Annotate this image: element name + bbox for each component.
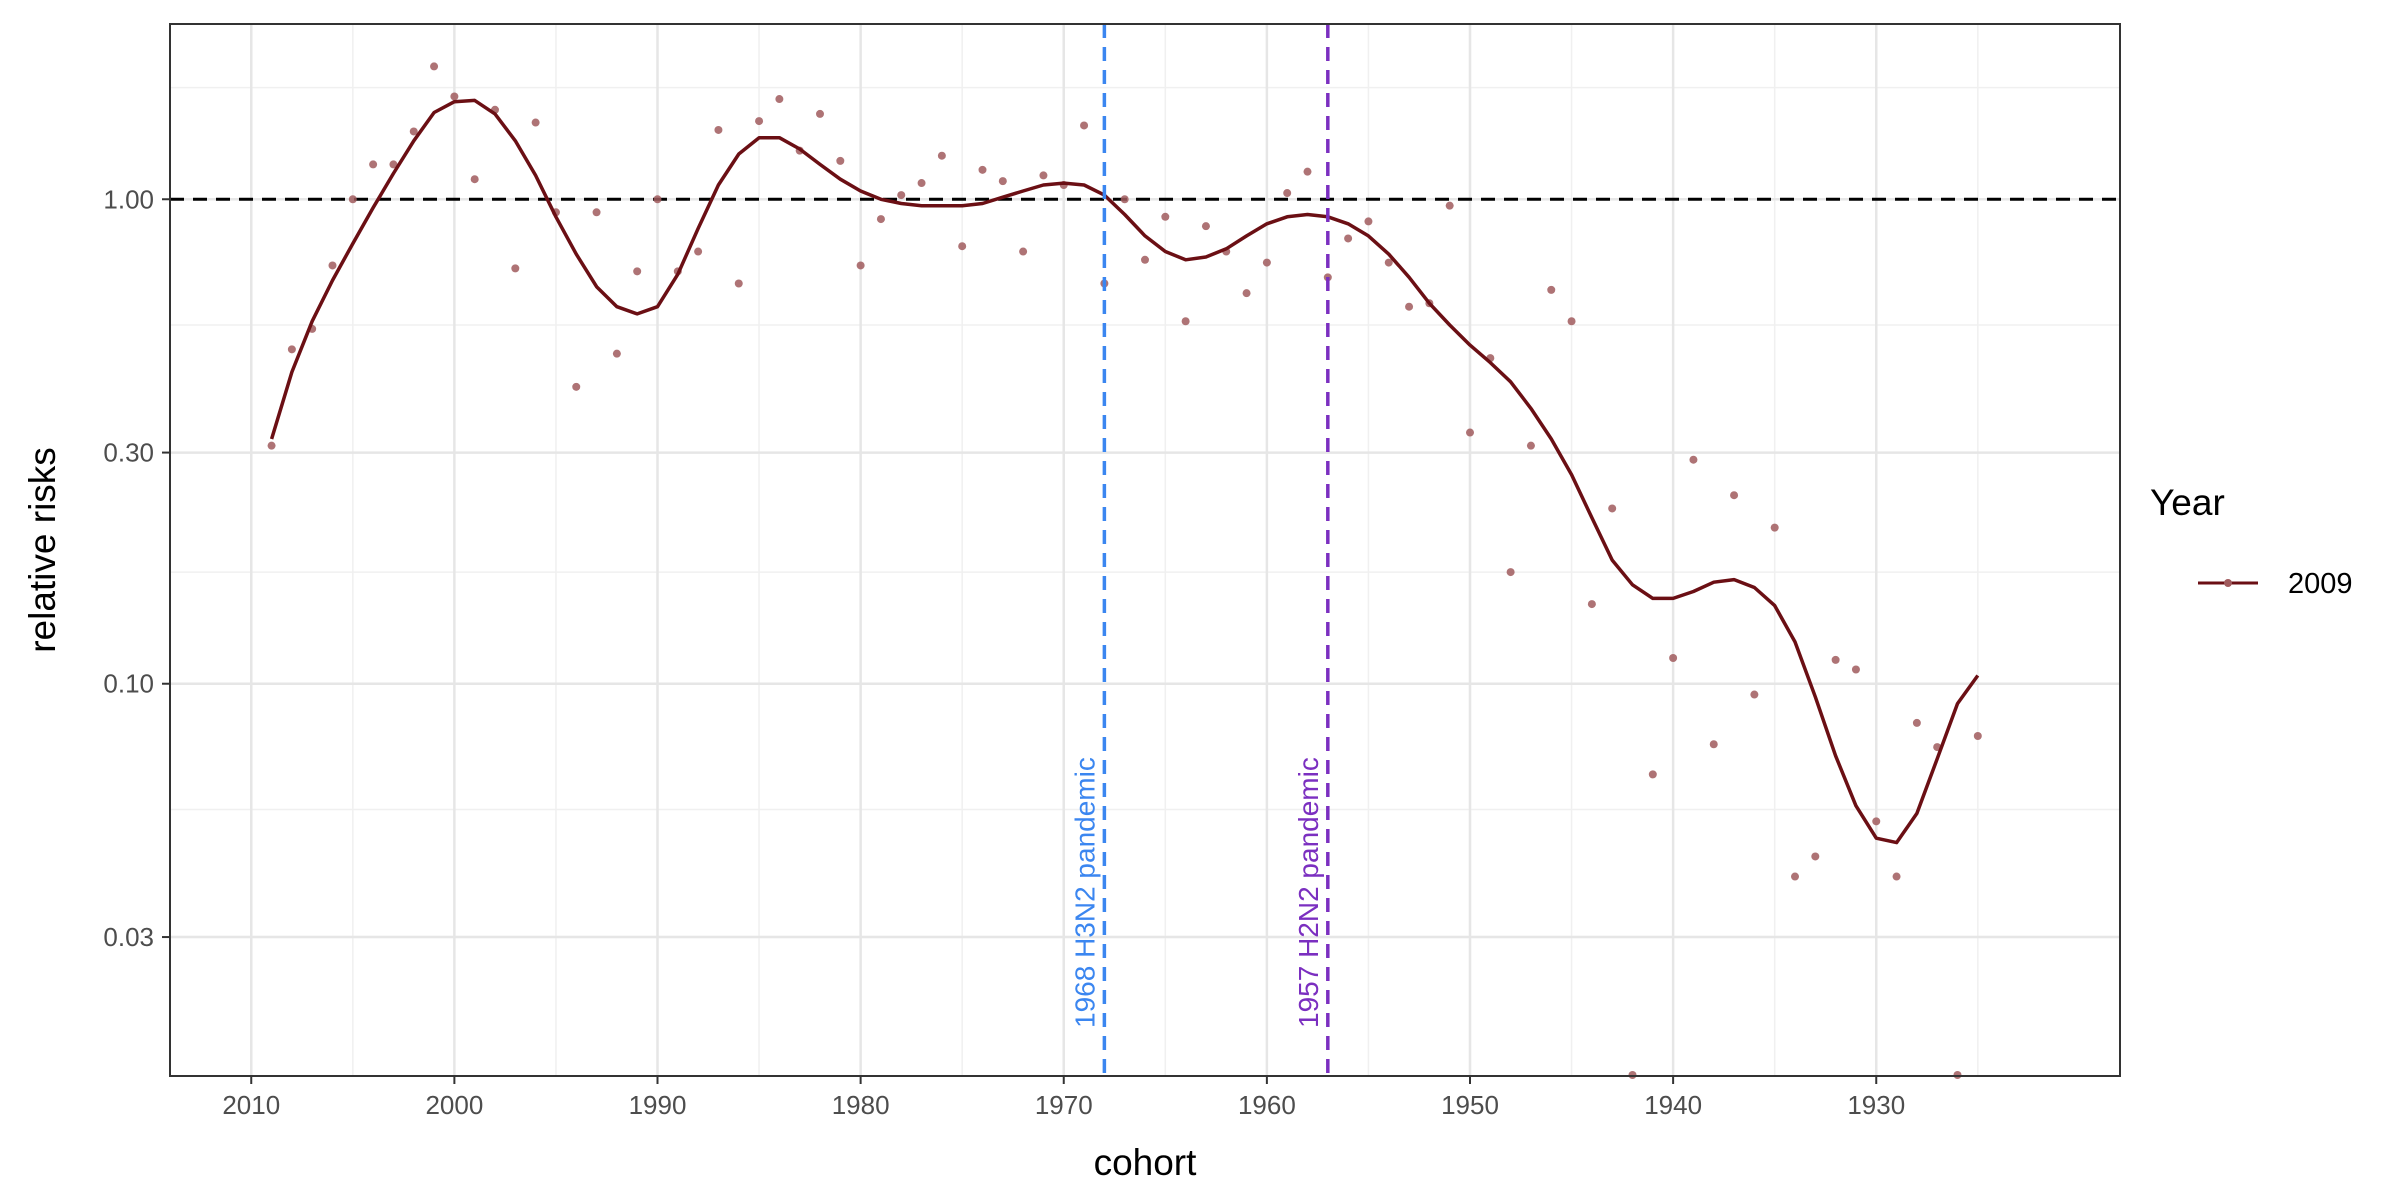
fitted-line-layer [269, 98, 1980, 845]
data-point [917, 179, 926, 188]
data-point [1547, 285, 1556, 294]
y-tick-label: 0.03 [103, 922, 154, 952]
data-point [1892, 872, 1901, 881]
fitted-line [269, 98, 1980, 845]
legend: Year 2009 [2150, 482, 2353, 600]
data-point [450, 92, 459, 101]
data-point [734, 279, 743, 288]
data-point [1770, 523, 1779, 532]
data-point [612, 349, 621, 358]
data-point [958, 242, 967, 251]
data-point [1262, 258, 1271, 267]
y-axis-title: relative risks [22, 447, 63, 653]
data-point [998, 177, 1007, 186]
data-point [430, 62, 439, 71]
data-point [897, 191, 906, 200]
data-point [389, 160, 398, 169]
legend-label: 2009 [2288, 568, 2353, 600]
data-point [937, 151, 946, 160]
legend-key-point [2224, 579, 2232, 587]
data-point [1750, 690, 1759, 699]
data-point [1242, 289, 1251, 298]
data-point [876, 215, 885, 224]
data-point [1912, 718, 1921, 727]
data-point [1709, 740, 1718, 749]
pandemic-label: 1968 H3N2 pandemic [1069, 757, 1100, 1028]
data-point [1791, 872, 1799, 881]
data-point [1466, 428, 1474, 437]
data-point [1567, 317, 1576, 326]
data-point [1445, 201, 1454, 210]
data-point [978, 165, 987, 174]
data-point [1973, 732, 1982, 741]
data-point [1039, 171, 1048, 180]
data-point [409, 127, 418, 136]
data-point [531, 118, 540, 127]
data-point [1669, 654, 1678, 663]
x-tick-label: 1980 [832, 1090, 890, 1120]
x-tick-label: 1950 [1441, 1090, 1499, 1120]
data-point [1019, 247, 1028, 256]
data-point [369, 160, 378, 169]
data-point [1283, 189, 1292, 198]
y-tick-label: 0.10 [103, 669, 154, 699]
x-tick-label: 1970 [1035, 1090, 1093, 1120]
y-tick-label: 1.00 [103, 184, 154, 214]
data-point [1506, 568, 1515, 577]
data-point [1608, 504, 1617, 513]
x-tick-label: 2000 [425, 1090, 483, 1120]
pandemic-annotations: 1968 H3N2 pandemic 1957 H2N2 pandemic [1069, 24, 1330, 1076]
data-point [592, 208, 601, 217]
data-point [287, 345, 296, 354]
y-tick-label: 0.30 [103, 438, 154, 468]
data-point [1648, 770, 1657, 779]
data-point [836, 156, 845, 165]
x-axis-title: cohort [1094, 1142, 1198, 1183]
x-tick-label: 1990 [629, 1090, 687, 1120]
data-point [653, 195, 662, 204]
data-point [1120, 195, 1129, 204]
x-tick-label: 1940 [1644, 1090, 1702, 1120]
data-point [1730, 491, 1739, 500]
data-point [348, 195, 357, 204]
data-point [1384, 258, 1393, 267]
data-point [1141, 255, 1149, 264]
data-point [1344, 234, 1353, 243]
axes: 2010 2000 1990 1980 1970 1960 1950 1940 1930 0.03… [103, 184, 1905, 1120]
legend-title: Year [2150, 482, 2225, 523]
data-point [1201, 222, 1210, 231]
x-tick-label: 2010 [222, 1090, 280, 1120]
data-point [816, 109, 824, 118]
data-point [1405, 302, 1414, 311]
data-point [1587, 600, 1596, 609]
plot-panel-border [169, 23, 2121, 1077]
data-point [633, 267, 642, 276]
data-point [1161, 212, 1170, 221]
data-point [511, 264, 520, 273]
data-point [755, 117, 764, 126]
data-point [1303, 167, 1312, 176]
data-point [1872, 817, 1881, 826]
pandemic-label: 1957 H2N2 pandemic [1293, 757, 1324, 1028]
data-point [1181, 317, 1190, 326]
data-point [1811, 852, 1820, 861]
data-point [470, 175, 479, 184]
data-point [1364, 217, 1373, 226]
data-point [1689, 455, 1698, 464]
data-point [1080, 121, 1089, 130]
x-tick-label: 1930 [1847, 1090, 1905, 1120]
data-point [572, 382, 581, 391]
data-point [775, 95, 784, 104]
data-point [1851, 665, 1860, 674]
data-point [267, 441, 276, 450]
data-point [1831, 655, 1840, 664]
data-point [856, 261, 865, 270]
data-point [714, 125, 723, 134]
data-point [694, 247, 703, 256]
x-tick-label: 1960 [1238, 1090, 1296, 1120]
data-point [1526, 441, 1535, 450]
data-point [328, 261, 337, 270]
